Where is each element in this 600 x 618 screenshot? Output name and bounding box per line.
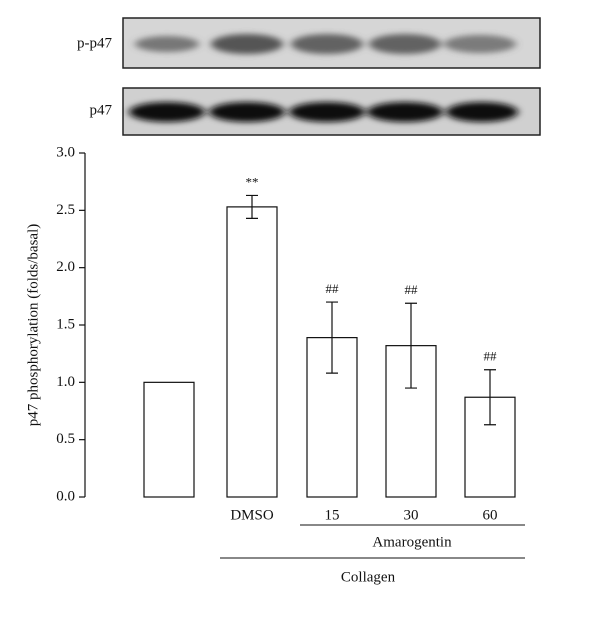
- y-axis-label: p47 phosphorylation (folds/basal): [25, 224, 41, 426]
- y-tick-label: 3.0: [56, 144, 75, 160]
- blot-label: p47: [90, 102, 113, 118]
- group-label: Amarogentin: [372, 534, 452, 550]
- annotation: ##: [405, 282, 419, 297]
- y-tick-label: 2.5: [56, 202, 75, 218]
- y-tick-label: 2.0: [56, 259, 75, 275]
- error-bar: [246, 194, 258, 219]
- y-tick-label: 0.0: [56, 488, 75, 504]
- y-tick-label: 1.5: [56, 316, 75, 332]
- annotation: **: [246, 174, 259, 189]
- error-bar: [484, 369, 496, 426]
- x-tick-label: 15: [325, 507, 340, 523]
- error-bar: [405, 302, 417, 389]
- annotation: ##: [326, 281, 340, 296]
- bar: [226, 206, 278, 498]
- blot-p-p47: [122, 17, 541, 69]
- error-bar: [326, 301, 338, 374]
- x-tick-label: 60: [483, 507, 498, 523]
- y-tick-label: 0.5: [56, 431, 75, 447]
- blot-p47: [122, 87, 541, 136]
- y-tick-label: 1.0: [56, 374, 75, 390]
- x-tick-label: 30: [404, 507, 419, 523]
- annotation: ##: [484, 349, 498, 364]
- x-tick-label: DMSO: [230, 507, 274, 523]
- bar: [143, 381, 195, 498]
- blot-label: p-p47: [77, 35, 112, 51]
- group-label: Collagen: [341, 569, 396, 585]
